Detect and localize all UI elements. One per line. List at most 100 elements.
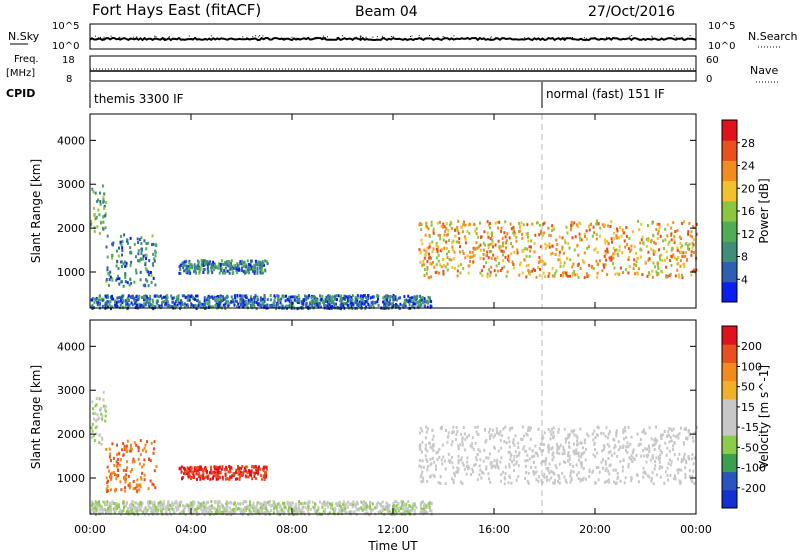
heatmap-cell xyxy=(421,301,424,304)
heatmap-cell xyxy=(653,443,656,447)
heatmap-cell xyxy=(363,500,365,504)
heatmap-cell xyxy=(627,445,630,449)
heatmap-cell xyxy=(665,250,668,254)
heatmap-cell xyxy=(232,266,235,270)
heatmap-cell xyxy=(502,470,505,474)
heatmap-cell xyxy=(617,448,620,452)
heatmap-cell xyxy=(614,468,617,472)
heatmap-cell xyxy=(228,464,231,468)
heatmap-cell xyxy=(472,470,475,474)
heatmap-cell xyxy=(222,298,225,302)
heatmap-cell xyxy=(605,467,608,470)
heatmap-cell xyxy=(259,268,262,272)
heatmap-cell xyxy=(238,502,240,506)
heatmap-cell xyxy=(316,303,319,307)
heatmap-cell xyxy=(489,242,492,246)
heatmap-cell xyxy=(159,294,162,298)
heatmap-cell xyxy=(216,470,219,474)
heatmap-cell xyxy=(550,470,553,473)
heatmap-cell xyxy=(256,295,259,299)
noise-tick-top-right: 10^5 xyxy=(708,21,735,32)
heatmap-cell xyxy=(236,305,239,309)
heatmap-cell xyxy=(527,426,530,429)
heatmap-cell xyxy=(665,265,668,269)
heatmap-cell xyxy=(479,468,482,472)
heatmap-cell xyxy=(111,278,114,282)
heatmap-cell xyxy=(277,294,280,298)
heatmap-cell xyxy=(502,250,505,254)
heatmap-cell xyxy=(117,274,119,278)
heatmap-cell xyxy=(501,434,504,437)
heatmap-cell xyxy=(193,266,196,270)
noise-search-dot xyxy=(102,38,104,39)
heatmap-cell xyxy=(575,463,578,467)
heatmap-cell xyxy=(651,275,654,279)
heatmap-cell xyxy=(568,441,571,445)
noise-search-dot xyxy=(583,37,585,39)
heatmap-cell xyxy=(327,295,329,299)
heatmap-cell xyxy=(239,300,242,304)
heatmap-cell xyxy=(189,266,192,270)
noise-search-dot xyxy=(154,35,156,37)
heatmap-cell xyxy=(132,457,135,461)
heatmap-cell xyxy=(543,231,546,235)
heatmap-cell xyxy=(296,510,299,514)
heatmap-cell xyxy=(243,303,246,307)
heatmap-cell xyxy=(263,466,266,470)
heatmap-cell xyxy=(236,271,239,274)
heatmap-cell xyxy=(658,446,660,450)
heatmap-cell xyxy=(439,263,442,267)
heatmap-cell xyxy=(292,513,295,517)
heatmap-cell xyxy=(181,509,184,513)
heatmap-cell xyxy=(624,429,627,433)
heatmap-cell xyxy=(227,301,230,305)
noise-search-dot xyxy=(445,37,447,39)
heatmap-cell xyxy=(328,502,331,506)
heatmap-cell xyxy=(181,294,184,298)
heatmap-cell xyxy=(428,502,431,506)
heatmap-cell xyxy=(660,253,663,257)
heatmap-cell xyxy=(497,432,500,436)
heatmap-cell xyxy=(314,300,317,303)
heatmap-cell xyxy=(526,247,529,251)
heatmap-cell xyxy=(199,266,202,270)
heatmap-cell xyxy=(532,461,535,464)
heatmap-cell xyxy=(482,257,485,261)
heatmap-cell xyxy=(175,500,178,503)
heatmap-cell xyxy=(237,469,240,473)
heatmap-cell xyxy=(316,513,319,517)
heatmap-cell xyxy=(419,475,422,479)
heatmap-cell xyxy=(608,256,611,260)
heatmap-cell xyxy=(249,505,252,509)
heatmap-cell xyxy=(568,454,571,458)
heatmap-cell xyxy=(627,247,630,251)
heatmap-cell xyxy=(551,251,554,255)
heatmap-cell xyxy=(482,248,485,252)
heatmap-cell xyxy=(241,471,244,475)
heatmap-cell xyxy=(510,481,513,485)
heatmap-cell xyxy=(127,294,130,298)
heatmap-cell xyxy=(681,276,684,280)
heatmap-cell xyxy=(467,264,470,268)
heatmap-cell xyxy=(109,305,112,309)
heatmap-cell xyxy=(151,303,154,307)
heatmap-cell xyxy=(185,268,187,272)
heatmap-cell xyxy=(319,500,321,504)
heatmap-cell xyxy=(163,295,165,299)
heatmap-cell xyxy=(676,249,679,253)
heatmap-cell xyxy=(210,471,213,475)
heatmap-cell xyxy=(579,455,582,459)
heatmap-cell xyxy=(224,509,227,513)
heatmap-cell xyxy=(258,302,261,306)
heatmap-cell xyxy=(549,437,552,441)
heatmap-cell xyxy=(232,271,235,275)
heatmap-cell xyxy=(111,294,113,298)
heatmap-cell xyxy=(542,436,545,440)
heatmap-cell xyxy=(108,303,111,307)
heatmap-cell xyxy=(132,503,135,507)
colorbar-segment xyxy=(722,200,737,222)
heatmap-cell xyxy=(165,295,167,299)
heatmap-cell xyxy=(423,248,426,252)
heatmap-cell xyxy=(659,475,662,479)
heatmap-cell xyxy=(485,456,488,460)
